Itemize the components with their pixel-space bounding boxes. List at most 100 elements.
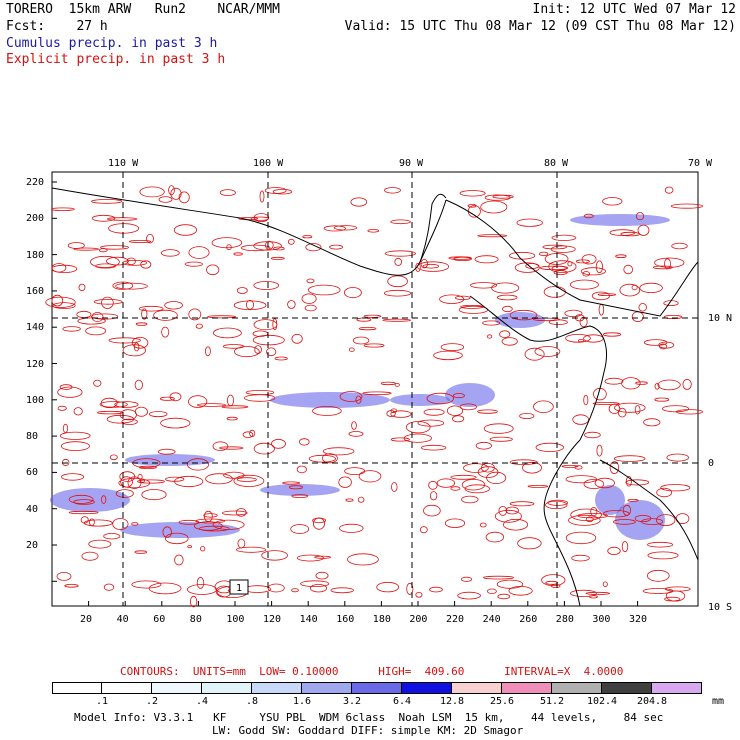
- explicit-precip-contour: [115, 489, 134, 498]
- explicit-precip-contour: [417, 419, 445, 427]
- explicit-precip-contour: [641, 518, 664, 525]
- explicit-precip-contour: [619, 283, 641, 297]
- explicit-precip-contour: [652, 265, 673, 270]
- explicit-precip-contour: [585, 516, 594, 523]
- explicit-precip-contour: [81, 551, 99, 561]
- explicit-precip-contour: [233, 300, 267, 311]
- explicit-precip-contour: [613, 402, 646, 413]
- explicit-precip-contour: [494, 509, 522, 523]
- explicit-precip-contour: [496, 294, 518, 301]
- explicit-precip-contour: [483, 423, 514, 434]
- explicit-precip-contour: [636, 212, 645, 221]
- explicit-precip-contour: [580, 267, 607, 276]
- explicit-precip-contour: [639, 282, 663, 293]
- explicit-precip-contour: [541, 574, 566, 586]
- explicit-precip-contour: [272, 188, 293, 195]
- explicit-precip-contour: [211, 237, 243, 249]
- explicit-precip-contour: [623, 264, 633, 275]
- explicit-precip-contour: [570, 589, 597, 598]
- explicit-precip-contour: [406, 582, 414, 595]
- explicit-precip-contour: [470, 282, 498, 289]
- explicit-precip-contour: [235, 508, 247, 517]
- colorbar-cell: [352, 682, 402, 694]
- explicit-precip-contour: [642, 588, 674, 594]
- explicit-precip-contour: [419, 526, 428, 534]
- explicit-precip-contour: [195, 323, 203, 329]
- explicit-precip-contour: [80, 516, 89, 524]
- colorbar-label: 1.6: [292, 696, 312, 707]
- south-america-coast: [543, 439, 581, 607]
- explicit-precip-contour: [51, 294, 64, 307]
- explicit-precip-contour: [91, 214, 116, 222]
- explicit-precip-contour: [583, 478, 605, 489]
- explicit-precip-contour: [306, 278, 315, 284]
- lon-label-70w: 70 W: [688, 158, 713, 169]
- explicit-precip-contour: [564, 309, 583, 318]
- explicit-precip-contour: [77, 317, 106, 325]
- explicit-precip-contour: [358, 326, 377, 331]
- explicit-precip-contour: [252, 334, 285, 346]
- explicit-precip-contour: [657, 379, 681, 391]
- explicit-precip-contour: [569, 279, 599, 290]
- colorbar-label: 3.2: [342, 696, 362, 707]
- explicit-precip-contour: [291, 333, 303, 344]
- explicit-precip-contour: [607, 546, 621, 556]
- explicit-precip-contour: [161, 326, 170, 338]
- explicit-precip-contour: [390, 410, 412, 418]
- explicit-precip-contour: [287, 300, 296, 309]
- explicit-precip-contour: [309, 584, 327, 593]
- explicit-precip-contour: [539, 265, 569, 271]
- explicit-precip-contour: [158, 196, 173, 203]
- y-tick-label: 100: [26, 394, 45, 406]
- explicit-precip-contour: [423, 408, 445, 416]
- x-tick-label: 120: [263, 614, 282, 625]
- explicit-precip-contour: [553, 270, 568, 276]
- explicit-precip-contour: [394, 257, 403, 266]
- explicit-precip-contour: [460, 576, 473, 582]
- explicit-precip-contour: [131, 580, 162, 589]
- explicit-precip-contour: [608, 403, 621, 415]
- explicit-precip-contour: [153, 309, 178, 321]
- gulf-coast: [599, 459, 699, 561]
- explicit-precip-contour: [357, 496, 365, 503]
- colorbar-cell: [52, 682, 102, 694]
- explicit-precip-contour: [205, 473, 233, 485]
- explicit-precip-contour: [656, 514, 676, 526]
- explicit-precip-contour: [477, 409, 498, 414]
- explicit-precip-contour: [625, 475, 632, 487]
- explicit-precip-contour: [464, 484, 491, 494]
- explicit-precip-contour: [90, 255, 120, 268]
- colorbar-label: 102.4: [586, 696, 618, 707]
- explicit-precip-contour: [384, 187, 401, 194]
- explicit-precip-contour: [164, 301, 183, 310]
- explicit-precip-contour: [662, 405, 690, 413]
- explicit-precip-contour: [207, 315, 237, 319]
- explicit-precip-contour: [343, 287, 362, 299]
- explicit-precip-contour: [312, 517, 327, 524]
- explicit-precip-contour: [307, 284, 341, 296]
- explicit-precip-contour: [61, 473, 85, 481]
- x-tick-label: 300: [592, 614, 611, 625]
- explicit-precip-contour: [498, 505, 508, 516]
- explicit-precip-contour: [103, 583, 115, 591]
- explicit-precip-contour: [165, 476, 185, 482]
- explicit-precip-contour: [457, 591, 481, 600]
- explicit-precip-contour: [609, 229, 636, 236]
- explicit-precip-contour: [426, 392, 455, 405]
- explicit-precip-contour: [380, 381, 396, 386]
- x-tick-label: 280: [555, 614, 574, 625]
- explicit-precip-contour: [253, 442, 275, 455]
- explicit-precip-contour: [338, 476, 352, 488]
- explicit-precip-contour: [450, 486, 461, 491]
- explicit-precip-contour: [634, 405, 641, 415]
- explicit-precip-contour: [187, 545, 193, 549]
- colorbar-unit: mm: [712, 696, 725, 707]
- explicit-precip-contour: [160, 417, 191, 429]
- explicit-precip-contour: [348, 431, 364, 437]
- explicit-precip-contour: [162, 526, 172, 538]
- explicit-precip-contour: [73, 407, 83, 416]
- explicit-precip-contour: [583, 213, 594, 219]
- explicit-precip-contour: [496, 579, 524, 589]
- explicit-precip-contour: [165, 532, 189, 545]
